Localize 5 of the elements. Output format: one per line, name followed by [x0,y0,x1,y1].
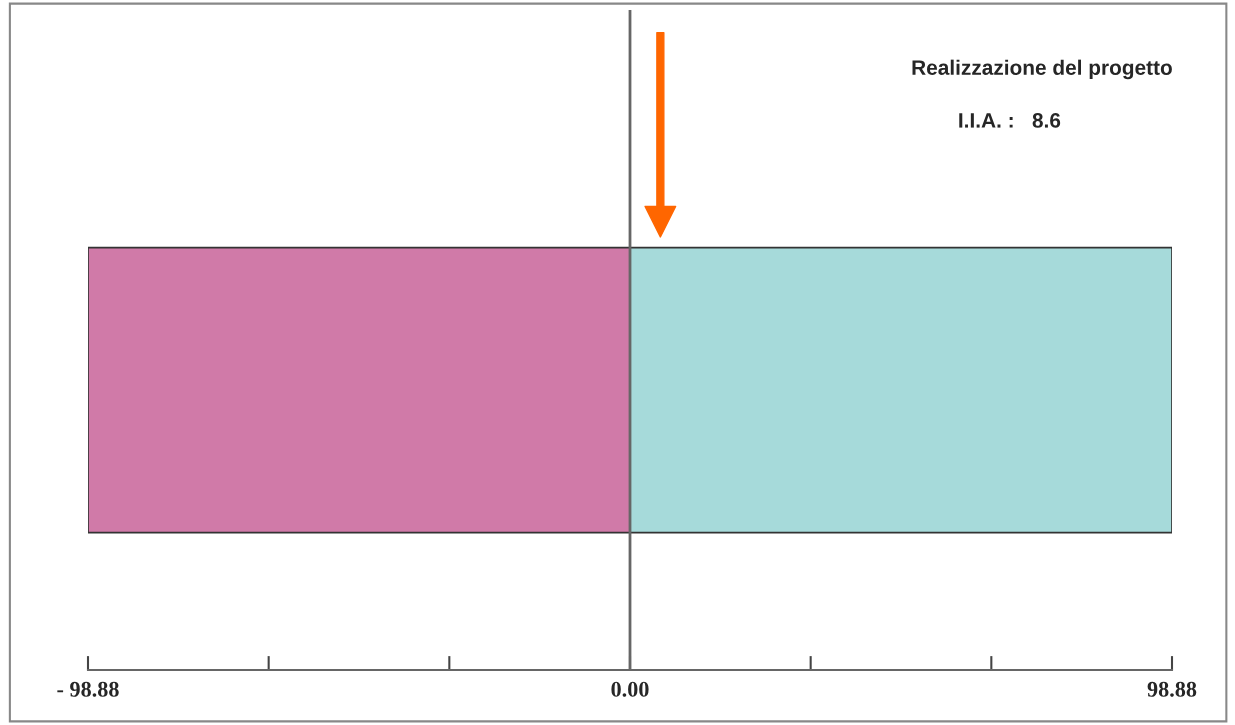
x-tick-label: 0.00 [611,681,649,697]
annotation: Realizzazione del progetto [912,59,1172,80]
annotation: I.I.A. : 8.6 [959,113,1061,128]
x-tick-label: 98.88 [1147,681,1197,697]
x-tick-label: - 98.88 [57,681,119,697]
